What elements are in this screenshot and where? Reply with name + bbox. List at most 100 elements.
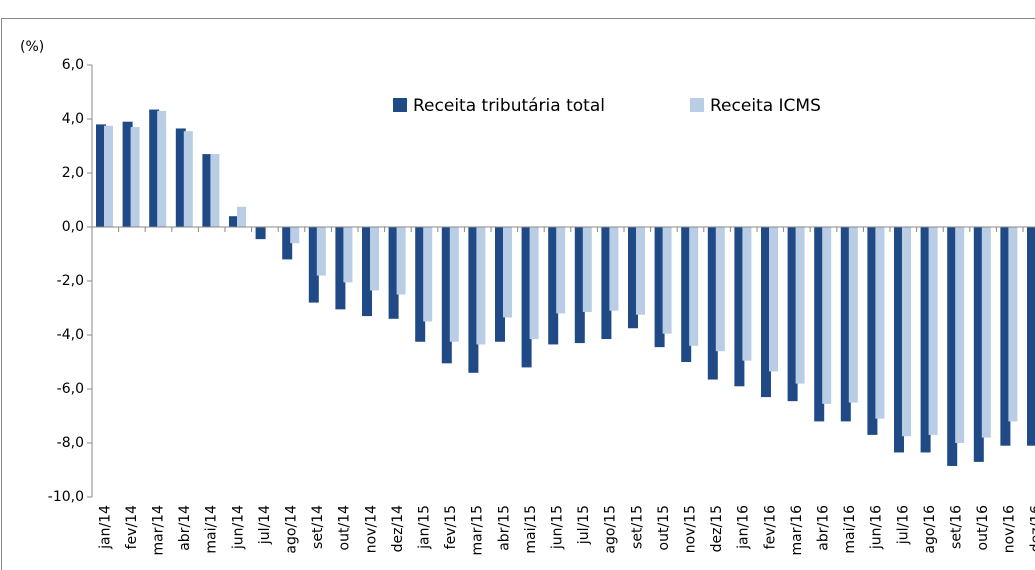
- x-tick-label: mai/15: [523, 505, 539, 554]
- bar: [104, 125, 113, 227]
- x-tick-label: mai/16: [842, 505, 858, 554]
- x-tick-label: jun/14: [230, 505, 246, 550]
- x-tick-label: ago/14: [284, 505, 300, 554]
- x-tick-label: mar/15: [470, 505, 486, 556]
- x-tick-label: dez/15: [709, 505, 725, 552]
- bar: [973, 227, 984, 462]
- bar: [210, 154, 220, 227]
- bar: [628, 227, 638, 329]
- bar: [840, 227, 851, 422]
- bar: [441, 227, 452, 364]
- bar: [290, 227, 300, 244]
- bar: [157, 110, 167, 227]
- x-tick-label: jul/14: [257, 505, 273, 545]
- bar: [689, 227, 699, 346]
- y-tick-label: -8,0: [57, 435, 84, 451]
- bar: [388, 227, 399, 319]
- bar: [96, 124, 106, 227]
- bar: [848, 227, 858, 403]
- bar: [130, 127, 140, 227]
- bar: [636, 227, 645, 315]
- bar: [415, 227, 426, 342]
- bar: [1000, 227, 1011, 446]
- x-tick-label: set/16: [949, 505, 965, 549]
- x-tick-label: set/15: [629, 505, 645, 549]
- bar: [814, 227, 825, 422]
- bar: [761, 227, 771, 398]
- x-tick-label: nov/14: [363, 505, 379, 553]
- bar: [468, 227, 479, 373]
- bar: [476, 227, 486, 345]
- bar: [920, 227, 931, 453]
- x-tick-label: dez/16: [1028, 505, 1035, 552]
- bar: [343, 227, 353, 283]
- y-tick-label: 2,0: [62, 165, 84, 181]
- bar: [335, 227, 346, 310]
- y-tick-label: -10,0: [48, 489, 84, 505]
- bar: [362, 227, 372, 317]
- x-tick-label: jan/15: [417, 505, 433, 550]
- y-axis-label: (%): [20, 39, 44, 55]
- bar: [548, 227, 559, 345]
- x-tick-label: jun/15: [550, 505, 566, 550]
- bar: [255, 227, 266, 240]
- legend-swatch: [690, 98, 704, 112]
- bar: [894, 227, 904, 453]
- bar: [503, 227, 512, 318]
- y-tick-label: 6,0: [62, 57, 84, 73]
- x-tick-label: out/14: [337, 505, 353, 551]
- bar: [681, 227, 692, 362]
- bar: [495, 227, 505, 342]
- bar: [609, 227, 619, 311]
- bar: [529, 227, 539, 340]
- bar: [1027, 227, 1035, 446]
- bar: [734, 227, 745, 387]
- bar: [795, 227, 805, 384]
- bar: [521, 227, 532, 368]
- bar: [449, 227, 459, 342]
- bar: [981, 227, 991, 438]
- x-tick-label: jul/16: [895, 505, 911, 545]
- bar: [955, 227, 965, 443]
- legend-swatch: [393, 98, 407, 112]
- bar: [370, 227, 379, 291]
- bar: [707, 227, 718, 380]
- legend-label: Receita ICMS: [710, 96, 821, 116]
- bar: [175, 128, 186, 227]
- x-tick-label: jan/14: [97, 505, 113, 550]
- bar: [867, 227, 878, 435]
- bar: [601, 227, 612, 340]
- bar: [122, 121, 133, 227]
- bar: [237, 206, 246, 227]
- bar: [574, 227, 585, 344]
- y-tick-label: -2,0: [57, 273, 84, 289]
- x-tick-label: set/14: [310, 505, 326, 549]
- x-tick-label: fev/14: [124, 505, 140, 549]
- bar: [183, 131, 193, 227]
- bar: [308, 227, 319, 303]
- bar: [822, 227, 832, 404]
- x-tick-label: fev/16: [762, 505, 778, 549]
- x-tick-label: jan/16: [736, 505, 752, 550]
- bar: [1008, 227, 1018, 422]
- bar: [902, 227, 911, 437]
- x-tick-label: dez/14: [390, 505, 406, 552]
- y-tick-label: 0,0: [62, 219, 84, 235]
- x-tick-label: mar/16: [789, 505, 805, 556]
- x-tick-label: out/16: [975, 505, 991, 551]
- bar: [229, 216, 239, 227]
- bar: [715, 227, 725, 352]
- x-tick-label: fev/15: [443, 505, 459, 549]
- x-tick-label: ago/15: [603, 505, 619, 554]
- x-tick-label: out/15: [656, 505, 672, 550]
- bar: [316, 227, 326, 276]
- bar: [769, 227, 778, 372]
- y-tick-label: -4,0: [57, 327, 84, 343]
- x-tick-label: mar/14: [151, 505, 167, 556]
- x-tick-label: mai/14: [204, 505, 220, 554]
- bar: [875, 227, 885, 419]
- bar: [202, 154, 213, 227]
- bar: [662, 227, 672, 334]
- x-tick-label: nov/16: [1002, 505, 1018, 553]
